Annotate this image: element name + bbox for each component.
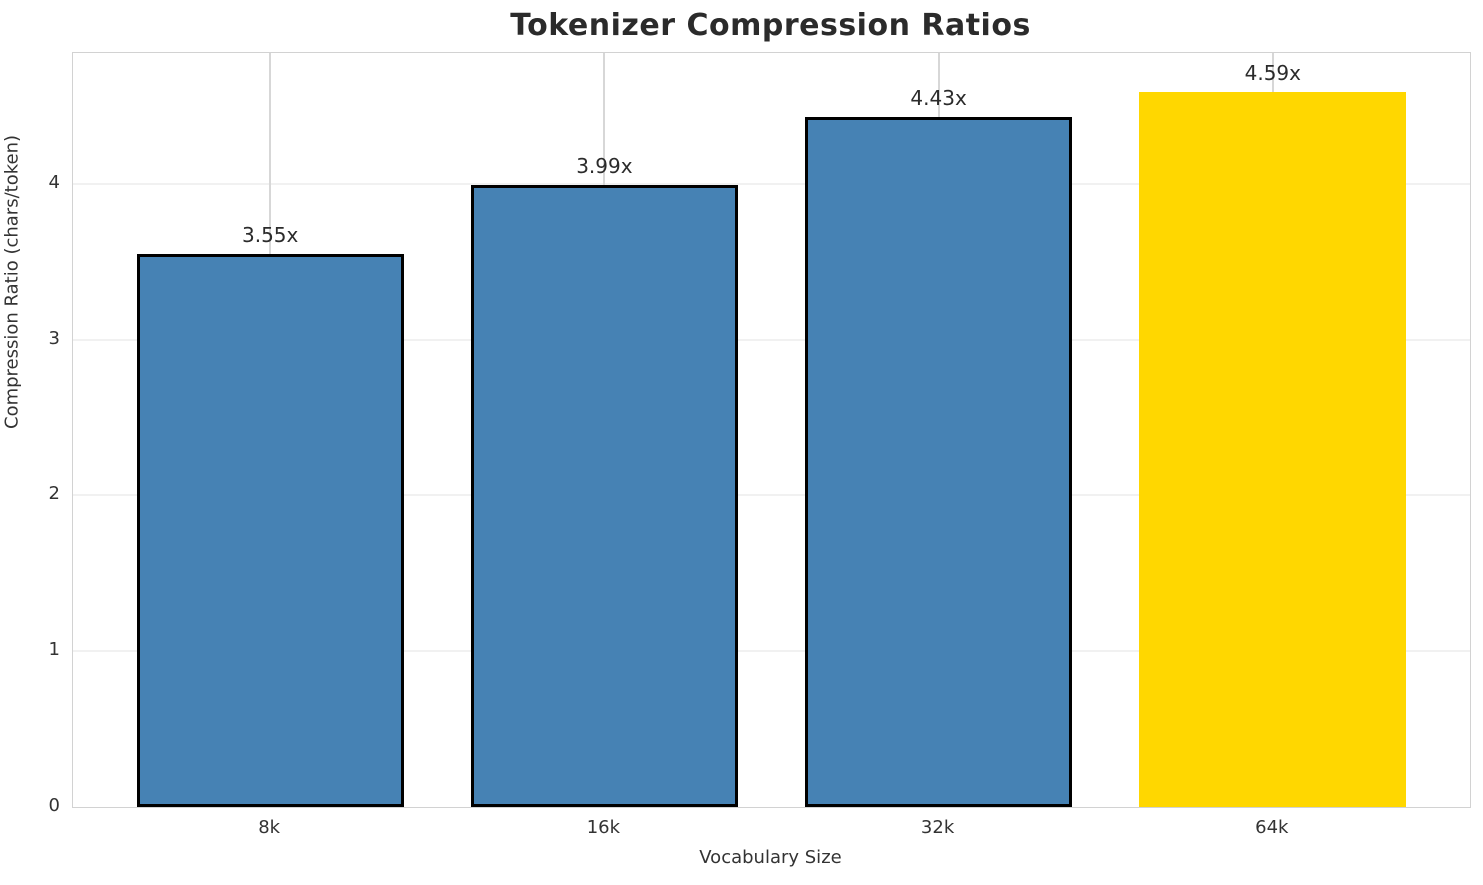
grid-line-y	[73, 494, 1470, 497]
x-tick-label: 32k	[920, 817, 955, 838]
plot-area: 3.55x 3.99x 4.43x 4.59x	[72, 52, 1471, 808]
grid-line-y	[73, 650, 1470, 653]
y-tick-label: 2	[48, 483, 60, 505]
x-axis-label: Vocabulary Size	[699, 847, 842, 868]
grid-line-y	[73, 182, 1470, 185]
chart-title: Tokenizer Compression Ratios	[510, 8, 1031, 43]
x-tick-label: 8k	[258, 817, 281, 838]
y-tick-label: 3	[48, 327, 60, 349]
bar-value-label: 3.99x	[576, 154, 633, 179]
x-tick-label: 64k	[1255, 817, 1289, 838]
bar-8k	[136, 253, 404, 807]
y-tick-label: 4	[48, 171, 60, 193]
bar-value-label: 3.55x	[241, 222, 299, 247]
grid-line-y	[73, 338, 1470, 341]
bar-16k	[470, 185, 739, 807]
bar-32k	[804, 116, 1073, 807]
bar-value-label: 4.43x	[910, 85, 967, 110]
y-tick-label: 0	[48, 795, 60, 816]
bar-64k	[1139, 91, 1407, 807]
x-tick-label: 16k	[586, 817, 621, 838]
y-tick-label: 1	[48, 639, 60, 661]
bar-value-label: 4.59x	[1244, 60, 1301, 85]
